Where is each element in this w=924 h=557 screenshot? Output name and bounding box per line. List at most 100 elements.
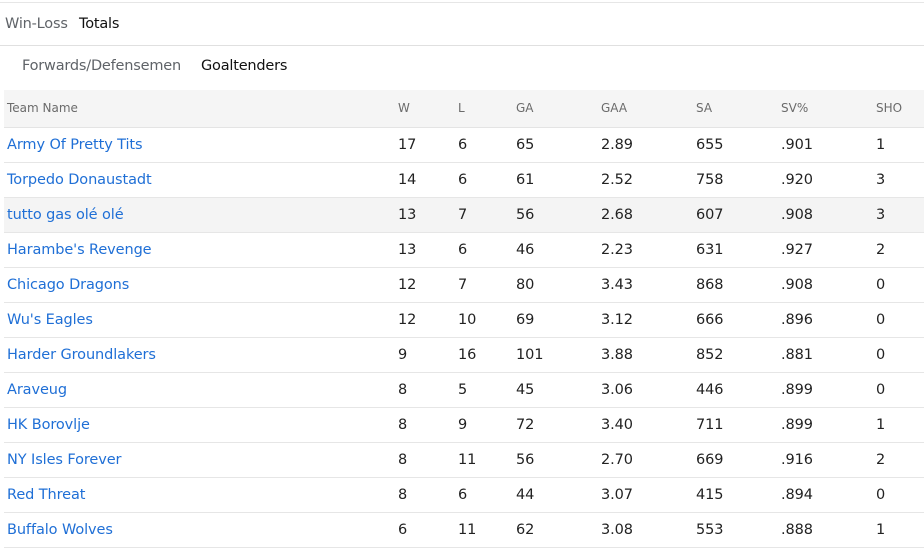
team-link[interactable]: Red Threat bbox=[7, 486, 86, 503]
losses-cell: 5 bbox=[458, 381, 468, 398]
team-name-cell: tutto gas olé olé bbox=[4, 197, 398, 232]
shots-against-cell: 868 bbox=[696, 276, 724, 293]
losses-cell: 7 bbox=[458, 206, 468, 223]
save-pct-cell: .908 bbox=[781, 276, 813, 293]
goals-against-cell: 69 bbox=[516, 311, 535, 328]
shutouts-cell: 1 bbox=[876, 416, 886, 433]
column-header-sv-pct[interactable]: SV% bbox=[781, 90, 876, 128]
save-pct-cell: .899 bbox=[781, 381, 813, 398]
shots-against-cell: 553 bbox=[696, 521, 724, 538]
table-row: Wu's Eagles 12 10 69 3.12 666 .896 0 bbox=[4, 302, 924, 337]
team-name-cell: Wu's Eagles bbox=[4, 302, 398, 337]
tab-win-loss[interactable]: Win-Loss bbox=[5, 16, 68, 32]
losses-cell: 10 bbox=[458, 311, 477, 328]
column-header-sho[interactable]: SHO bbox=[876, 90, 924, 128]
team-link[interactable]: Harder Groundlakers bbox=[7, 346, 156, 363]
shots-against-cell: 446 bbox=[696, 381, 724, 398]
top-divider bbox=[0, 2, 924, 3]
team-link[interactable]: Wu's Eagles bbox=[7, 311, 93, 328]
shutouts-cell: 1 bbox=[876, 521, 886, 538]
save-pct-cell: .901 bbox=[781, 136, 813, 153]
team-link[interactable]: Harambe's Revenge bbox=[7, 241, 152, 258]
team-link[interactable]: Araveug bbox=[7, 381, 67, 398]
gaa-cell: 3.08 bbox=[601, 521, 633, 538]
table-row: Chicago Dragons 12 7 80 3.43 868 .908 0 bbox=[4, 267, 924, 302]
shots-against-cell: 607 bbox=[696, 206, 724, 223]
goals-against-cell: 46 bbox=[516, 241, 535, 258]
goals-against-cell: 62 bbox=[516, 521, 535, 538]
shots-against-cell: 669 bbox=[696, 451, 724, 468]
tab-goaltenders[interactable]: Goaltenders bbox=[201, 58, 288, 74]
save-pct-cell: .927 bbox=[781, 241, 813, 258]
wins-cell: 17 bbox=[398, 136, 417, 153]
losses-cell: 6 bbox=[458, 486, 468, 503]
wins-cell: 14 bbox=[398, 171, 417, 188]
shutouts-cell: 0 bbox=[876, 311, 886, 328]
team-link[interactable]: tutto gas olé olé bbox=[7, 206, 124, 223]
losses-cell: 6 bbox=[458, 136, 468, 153]
table-row: HK Borovlje 8 9 72 3.40 711 .899 1 bbox=[4, 407, 924, 442]
table-row: Buffalo Wolves 6 11 62 3.08 553 .888 1 bbox=[4, 512, 924, 547]
gaa-cell: 3.40 bbox=[601, 416, 633, 433]
shutouts-cell: 3 bbox=[876, 206, 886, 223]
shots-against-cell: 711 bbox=[696, 416, 724, 433]
shots-against-cell: 758 bbox=[696, 171, 724, 188]
team-link[interactable]: Buffalo Wolves bbox=[7, 521, 113, 538]
table-body: Army Of Pretty Tits 17 6 65 2.89 655.901 1 Torp… bbox=[4, 127, 924, 547]
table-row: Red Threat 8 6 44 3.07 415 .894 0 bbox=[4, 477, 924, 512]
team-name-cell: NY Isles Forever bbox=[4, 442, 398, 477]
shots-against-cell: 415 bbox=[696, 486, 724, 503]
primary-tab-bar: Win-Loss Totals bbox=[0, 3, 924, 46]
table-header-row: Team Name W L GA GAA SA SV% SHO bbox=[4, 90, 924, 128]
goals-against-cell: 56 bbox=[516, 206, 535, 223]
wins-cell: 8 bbox=[398, 416, 408, 433]
shutouts-cell: 0 bbox=[876, 346, 886, 363]
shutouts-cell: 2 bbox=[876, 451, 886, 468]
tab-forwards-defensemen[interactable]: Forwards/Defensemen bbox=[22, 58, 181, 74]
column-header-team-name[interactable]: Team Name bbox=[4, 90, 398, 128]
table-row: Army Of Pretty Tits 17 6 65 2.89 655 .901 1 bbox=[4, 127, 924, 162]
team-link[interactable]: Chicago Dragons bbox=[7, 276, 130, 293]
secondary-tab-bar: Forwards/Defensemen Goaltenders bbox=[4, 46, 924, 90]
column-header-ga[interactable]: GA bbox=[516, 90, 601, 128]
table-row: Torpedo Donaustadt 14 6 61 2.52 758 .920 3 bbox=[4, 162, 924, 197]
gaa-cell: 2.52 bbox=[601, 171, 633, 188]
shots-against-cell: 666 bbox=[696, 311, 724, 328]
shutouts-cell: 0 bbox=[876, 381, 886, 398]
save-pct-cell: .888 bbox=[781, 521, 813, 538]
gaa-cell: 3.12 bbox=[601, 311, 633, 328]
wins-cell: 12 bbox=[398, 311, 417, 328]
shutouts-cell: 3 bbox=[876, 171, 886, 188]
team-link[interactable]: Torpedo Donaustadt bbox=[7, 171, 152, 188]
table-row: Araveug 8 5 45 3.06 446 .899 0 bbox=[4, 372, 924, 407]
goaltender-stats-table-container: Team Name W L GA GAA SA SV% SHO Army Of … bbox=[4, 90, 924, 548]
team-name-cell: Harder Groundlakers bbox=[4, 337, 398, 372]
tab-totals[interactable]: Totals bbox=[79, 16, 120, 32]
team-name-cell: Torpedo Donaustadt bbox=[4, 162, 398, 197]
team-link[interactable]: Army Of Pretty Tits bbox=[7, 136, 143, 153]
column-header-l[interactable]: L bbox=[458, 90, 516, 128]
gaa-cell: 2.89 bbox=[601, 136, 633, 153]
save-pct-cell: .899 bbox=[781, 416, 813, 433]
goals-against-cell: 56 bbox=[516, 451, 535, 468]
column-header-gaa[interactable]: GAA bbox=[601, 90, 696, 128]
save-pct-cell: .881 bbox=[781, 346, 813, 363]
team-name-cell: Army Of Pretty Tits bbox=[4, 127, 398, 162]
goals-against-cell: 65 bbox=[516, 136, 535, 153]
column-header-w[interactable]: W bbox=[398, 90, 458, 128]
losses-cell: 9 bbox=[458, 416, 468, 433]
table-row: NY Isles Forever 8 11 56 2.70 669 .916 2 bbox=[4, 442, 924, 477]
wins-cell: 13 bbox=[398, 206, 417, 223]
gaa-cell: 3.88 bbox=[601, 346, 633, 363]
team-link[interactable]: HK Borovlje bbox=[7, 416, 90, 433]
column-header-sa[interactable]: SA bbox=[696, 90, 781, 128]
save-pct-cell: .916 bbox=[781, 451, 813, 468]
save-pct-cell: .896 bbox=[781, 311, 813, 328]
goals-against-cell: 101 bbox=[516, 346, 544, 363]
wins-cell: 8 bbox=[398, 451, 408, 468]
losses-cell: 6 bbox=[458, 171, 468, 188]
goals-against-cell: 80 bbox=[516, 276, 535, 293]
team-link[interactable]: NY Isles Forever bbox=[7, 451, 122, 468]
gaa-cell: 3.43 bbox=[601, 276, 633, 293]
wins-cell: 8 bbox=[398, 381, 408, 398]
